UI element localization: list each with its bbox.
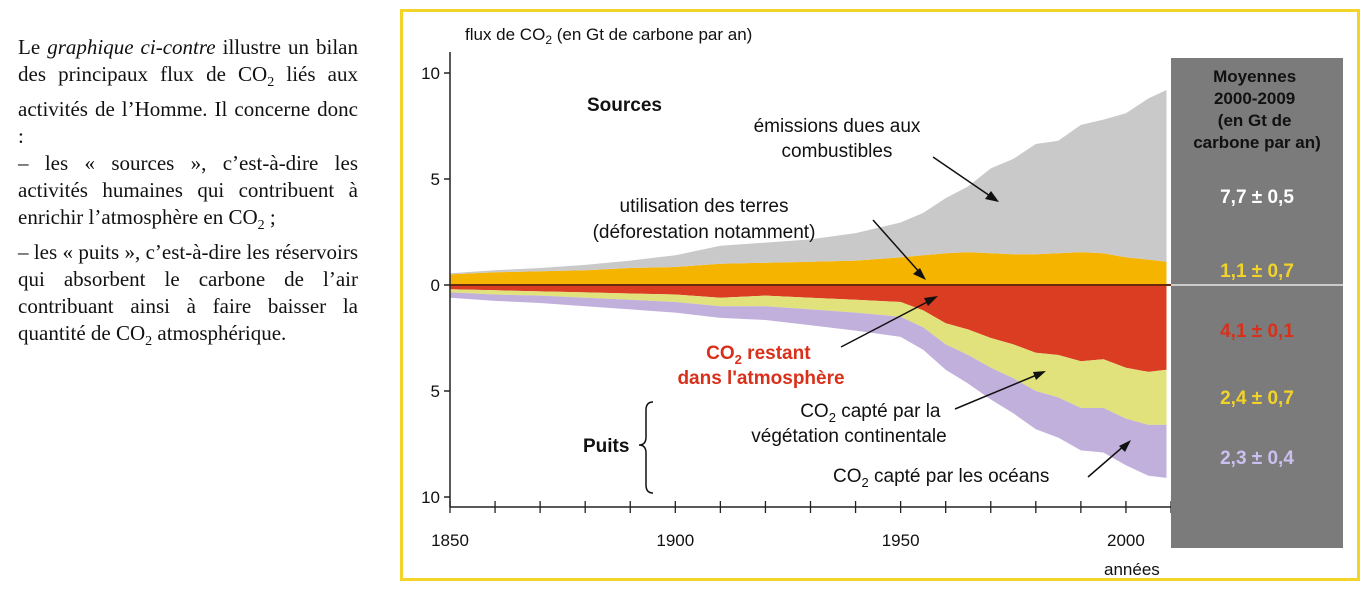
chart-frame: 10 5 0 5 10 1850 1900 1950 2000 flux de CO2 (en… bbox=[400, 9, 1360, 581]
average-ocean: 2,3 ± 0,4 bbox=[1220, 448, 1294, 469]
atmosphere-arrow-head bbox=[924, 296, 938, 306]
averages-panel-bg bbox=[1171, 58, 1343, 548]
y-axis-label-part: (en Gt de carbone par an) bbox=[552, 25, 752, 44]
x-tick-label: 1850 bbox=[431, 531, 469, 550]
average-fossil: 7,7 ± 0,5 bbox=[1220, 187, 1294, 208]
intro-text: Le graphique ci-contre illustre un bilan… bbox=[18, 34, 358, 356]
intro-text-part: – les « sources », c’est-à-dire les acti… bbox=[18, 151, 358, 230]
vegetation-area bbox=[450, 289, 1167, 425]
land-use-annotation-line: (déforestation notamment) bbox=[593, 222, 816, 243]
intro-italic: graphique ci-contre bbox=[47, 35, 216, 59]
average-vegetation: 2,4 ± 0,7 bbox=[1220, 388, 1294, 409]
fossil-arrow-head bbox=[985, 191, 999, 202]
average-atmosphere: 4,1 ± 0,1 bbox=[1220, 321, 1294, 342]
vegetation-annotation: CO2 capté par la végétation continentale bbox=[751, 401, 946, 447]
intro-text-part: illustre un bilan des principaux flux de… bbox=[18, 35, 358, 86]
puits-brace bbox=[638, 401, 654, 494]
land-use-arrow-head bbox=[913, 268, 926, 280]
vegetation-annotation-subscript: 2 bbox=[829, 410, 836, 425]
x-ticks: 1850 1900 1950 2000 bbox=[431, 501, 1172, 550]
intro-text-part: – les « puits », c’est-à-dire les réserv… bbox=[18, 240, 358, 346]
vegetation-annotation-part: CO bbox=[800, 401, 829, 422]
vegetation-arrow-head bbox=[1033, 371, 1046, 380]
y-tick-label: 10 bbox=[421, 64, 440, 83]
averages-panel: Moyennes 2000-2009 (en Gt de carbone par… bbox=[1171, 58, 1343, 548]
intro-paragraph-1: Le graphique ci-contre illustre un bilan… bbox=[18, 34, 358, 150]
fossil-annotation-line: combustibles bbox=[782, 141, 893, 162]
fossil-annotation-line: émissions dues aux bbox=[754, 116, 921, 137]
vegetation-annotation-part: capté par la bbox=[836, 401, 941, 422]
fossil-arrow bbox=[932, 156, 994, 199]
vegetation-annotation-line-1: CO2 capté par la bbox=[800, 401, 941, 425]
puits-label: Puits bbox=[583, 436, 629, 457]
averages-title: Moyennes 2000-2009 (en Gt de carbone par… bbox=[1193, 67, 1321, 152]
averages-title-line: (en Gt de bbox=[1218, 111, 1292, 130]
fossil-annotation: émissions dues aux combustibles bbox=[754, 116, 921, 162]
y-tick-label: 5 bbox=[431, 170, 440, 189]
intro-subscript: 2 bbox=[257, 218, 265, 234]
y-axis-label-subscript: 2 bbox=[545, 33, 552, 47]
averages-title-line: Moyennes bbox=[1213, 67, 1296, 86]
ocean-annotation: CO2 capté par les océans bbox=[833, 466, 1049, 490]
x-tick-label: 1950 bbox=[882, 531, 920, 550]
x-tick-label: 1900 bbox=[656, 531, 694, 550]
atmosphere-annotation-part: restant bbox=[742, 343, 811, 364]
atmosphere-annotation: CO2 restant dans l'atmosphère bbox=[677, 343, 844, 389]
ocean-arrow bbox=[1087, 444, 1126, 478]
atmosphere-arrow bbox=[840, 299, 932, 348]
vegetation-arrow bbox=[954, 373, 1040, 410]
intro-paragraph-2: – les « sources », c’est-à-dire les acti… bbox=[18, 150, 358, 239]
vegetation-annotation-line-2: végétation continentale bbox=[751, 426, 946, 447]
x-tick-label: 2000 bbox=[1107, 531, 1145, 550]
average-land-use: 1,1 ± 0,7 bbox=[1220, 261, 1294, 282]
ocean-annotation-subscript: 2 bbox=[862, 475, 869, 490]
ocean-arrow-head bbox=[1119, 440, 1131, 452]
ocean-annotation-part: capté par les océans bbox=[869, 466, 1050, 487]
atmosphere-area bbox=[450, 285, 1167, 372]
y-tick-label: 5 bbox=[431, 382, 440, 401]
intro-subscript: 2 bbox=[267, 75, 275, 91]
land-use-arrow bbox=[872, 219, 922, 275]
y-axis-label: flux de CO2 (en Gt de carbone par an) bbox=[465, 25, 752, 47]
atmosphere-annotation-line-2: dans l'atmosphère bbox=[677, 368, 844, 389]
land-use-annotation: utilisation des terres (déforestation not… bbox=[593, 196, 816, 243]
ocean-annotation-part: CO bbox=[833, 466, 862, 487]
intro-text-part: ; bbox=[264, 205, 276, 230]
y-axis-label-part: flux de CO bbox=[465, 25, 545, 44]
atmosphere-annotation-subscript: 2 bbox=[735, 352, 742, 367]
intro-subscript: 2 bbox=[145, 334, 153, 350]
averages-title-line: 2000-2009 bbox=[1214, 89, 1295, 108]
atmosphere-annotation-line-1: CO2 restant bbox=[706, 343, 811, 367]
x-axis-label: années bbox=[1104, 560, 1160, 578]
intro-text-part: atmosphérique. bbox=[152, 321, 287, 346]
ocean-area bbox=[450, 292, 1167, 478]
intro-paragraph-3: – les « puits », c’est-à-dire les réserv… bbox=[18, 239, 358, 355]
averages-title-line: carbone par an) bbox=[1193, 133, 1321, 152]
y-ticks: 10 5 0 5 10 bbox=[421, 64, 450, 507]
chart-areas bbox=[450, 90, 1167, 478]
intro-text-part: liés aux activités de l’Homme. Il concer… bbox=[18, 62, 358, 149]
sources-label: Sources bbox=[587, 95, 662, 116]
intro-text-part: Le bbox=[18, 35, 48, 59]
y-tick-label: 0 bbox=[431, 276, 440, 295]
atmosphere-annotation-part: CO bbox=[706, 343, 735, 364]
y-tick-label: 10 bbox=[421, 488, 440, 507]
land-use-annotation-line: utilisation des terres bbox=[620, 196, 789, 217]
land-use-area bbox=[450, 252, 1167, 285]
fossil-area bbox=[450, 90, 1167, 275]
